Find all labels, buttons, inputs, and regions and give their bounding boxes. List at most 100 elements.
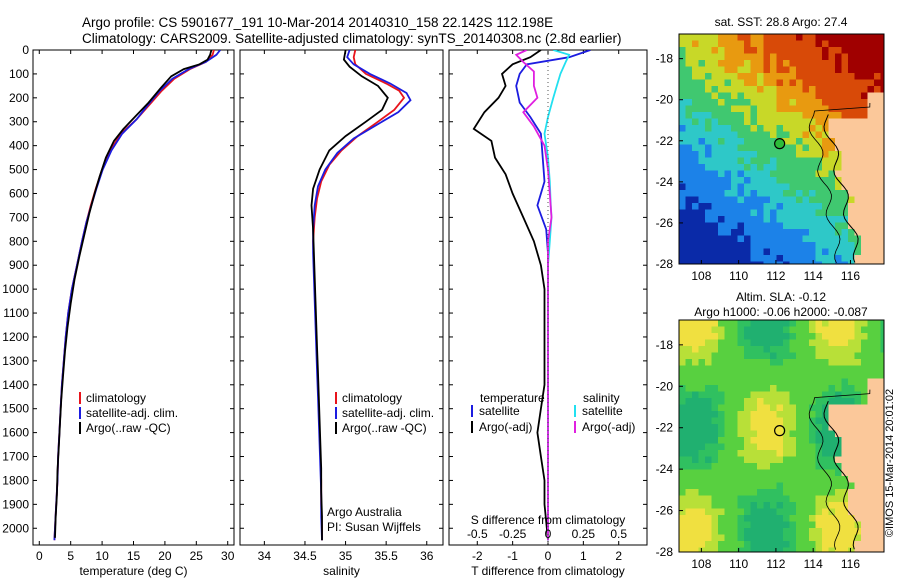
map-cell (770, 138, 777, 145)
map-cell (731, 521, 738, 529)
map-cell (744, 320, 751, 327)
map-cell (757, 521, 764, 529)
map-cell (705, 521, 712, 529)
map-cell (815, 60, 823, 67)
map-cell (685, 502, 693, 509)
map-cell (861, 183, 868, 191)
map-cell (835, 469, 842, 477)
map-cell (731, 99, 738, 106)
map-cell (815, 53, 823, 61)
map-cell (776, 131, 784, 139)
map-cell (685, 144, 693, 152)
map-cell (679, 411, 686, 418)
map-cell (698, 242, 706, 249)
map-cell (724, 482, 732, 490)
map-cell (750, 190, 758, 197)
map-cell (828, 99, 836, 106)
map-cell (679, 66, 686, 74)
map-cell (757, 346, 764, 353)
map-cell (757, 73, 764, 80)
map-cell (841, 385, 849, 392)
map-cell (802, 469, 810, 477)
map-cell (718, 378, 725, 386)
map-cell (770, 157, 777, 165)
map-cell (861, 255, 868, 262)
map-cell (815, 443, 823, 451)
map-cell (828, 352, 836, 360)
map-cell (711, 229, 719, 236)
map-cell (789, 112, 797, 119)
map-y-tick-label: -24 (656, 175, 674, 189)
map-cell (828, 398, 836, 405)
map-cell (698, 66, 706, 74)
map-cell (854, 196, 862, 204)
map-cell (815, 73, 823, 80)
map-cell (822, 508, 829, 516)
map-cell (880, 92, 884, 100)
map-cell (744, 391, 751, 399)
map-cell (880, 476, 884, 483)
map-cell (724, 151, 732, 158)
map-cell (711, 515, 719, 522)
map-cell (679, 352, 686, 360)
map-cell (835, 359, 842, 366)
map-cell (763, 365, 771, 373)
map-cell (835, 34, 842, 41)
map-cell (835, 164, 842, 171)
map-x-tick-label: 116 (841, 557, 860, 571)
map-cell (809, 326, 816, 334)
map-cell (685, 196, 693, 204)
map-cell (802, 177, 810, 184)
map-cell (880, 105, 884, 113)
map-cell (744, 365, 751, 373)
map-cell (828, 385, 836, 392)
map-cell (848, 164, 855, 171)
map-cell (848, 346, 855, 353)
map-cell (750, 404, 758, 412)
map-cell (835, 131, 842, 139)
map-cell (796, 463, 803, 470)
map-cell (685, 105, 693, 113)
map-cell (737, 203, 745, 210)
map-cell (867, 521, 875, 529)
map-cell (854, 151, 862, 158)
map-cell (698, 248, 706, 256)
map-cell (737, 424, 745, 431)
map-cell (783, 131, 790, 139)
map-cell (776, 352, 784, 360)
map-cell (835, 333, 842, 340)
map-cell (718, 183, 725, 191)
map-cell (744, 378, 751, 386)
map-cell (783, 60, 790, 67)
map-cell (750, 138, 758, 145)
map-cell (861, 242, 868, 249)
map-cell (718, 326, 725, 334)
map-cell (841, 515, 849, 522)
map-cell (763, 521, 771, 529)
map-cell (854, 541, 862, 548)
map-cell (679, 105, 686, 113)
map-cell (880, 430, 884, 438)
map-cell (809, 339, 816, 347)
map-cell (854, 118, 862, 126)
map-cell (757, 424, 764, 431)
map-cell (822, 417, 829, 425)
map-cell (692, 398, 699, 405)
map-cell (698, 391, 706, 399)
map-cell (776, 346, 784, 353)
map-cell (731, 437, 738, 444)
map-cell (737, 476, 745, 483)
map-cell (705, 183, 712, 191)
map-cell (692, 170, 699, 178)
map-cell (822, 112, 829, 119)
map-cell (809, 482, 816, 490)
map-cell (802, 47, 810, 54)
map-cell (718, 73, 725, 80)
map-cell (744, 118, 751, 126)
map-cell (705, 99, 712, 106)
map-cell (744, 495, 751, 503)
map-cell (776, 60, 784, 67)
map-cell (802, 489, 810, 496)
map-cell (711, 73, 719, 80)
map-cell (705, 391, 712, 399)
